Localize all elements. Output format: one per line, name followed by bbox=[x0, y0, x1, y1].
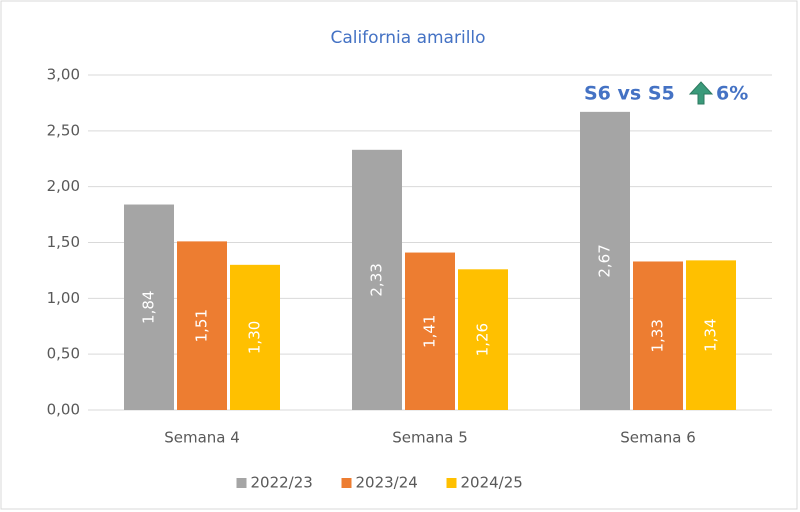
bar bbox=[686, 260, 736, 410]
legend-label: 2024/25 bbox=[461, 474, 523, 492]
legend-swatch bbox=[446, 478, 457, 488]
y-tick-label: 1,00 bbox=[47, 289, 80, 307]
bar bbox=[124, 204, 174, 410]
bar bbox=[405, 252, 455, 410]
bar bbox=[230, 264, 280, 410]
x-tick-label: Semana 5 bbox=[392, 429, 468, 447]
legend-label: 2022/23 bbox=[251, 474, 313, 492]
data-label: 1,33 bbox=[649, 319, 667, 352]
bar bbox=[177, 241, 227, 410]
annotation: S6 vs S5 6% bbox=[584, 81, 748, 105]
data-label: 2,67 bbox=[596, 244, 614, 277]
up-arrow-icon bbox=[688, 81, 714, 105]
y-tick-label: 2,50 bbox=[47, 121, 80, 139]
x-tick-label: Semana 4 bbox=[164, 429, 240, 447]
legend-label: 2023/24 bbox=[356, 474, 418, 492]
chart-title: California amarillo bbox=[330, 28, 485, 48]
bar bbox=[352, 149, 402, 411]
y-tick-label: 1,50 bbox=[47, 233, 80, 251]
data-label: 2,33 bbox=[368, 263, 386, 296]
x-tick-label: Semana 6 bbox=[620, 429, 696, 447]
annotation-text: S6 vs S5 bbox=[584, 83, 675, 105]
legend-swatch bbox=[341, 478, 352, 488]
bar bbox=[458, 269, 508, 410]
bar bbox=[580, 111, 630, 410]
annotation-change: 6% bbox=[716, 83, 748, 105]
data-label: 1,41 bbox=[421, 315, 439, 348]
data-label: 1,34 bbox=[702, 318, 720, 351]
data-label: 1,30 bbox=[246, 321, 264, 354]
y-tick-label: 2,00 bbox=[47, 177, 80, 195]
bar bbox=[633, 261, 683, 410]
data-label: 1,84 bbox=[140, 291, 158, 324]
y-tick-label: 0,00 bbox=[47, 401, 80, 419]
legend-swatch bbox=[236, 478, 247, 488]
y-tick-label: 0,50 bbox=[47, 345, 80, 363]
y-tick-label: 3,00 bbox=[47, 66, 80, 84]
data-label: 1,26 bbox=[474, 323, 492, 356]
data-label: 1,51 bbox=[193, 309, 211, 342]
